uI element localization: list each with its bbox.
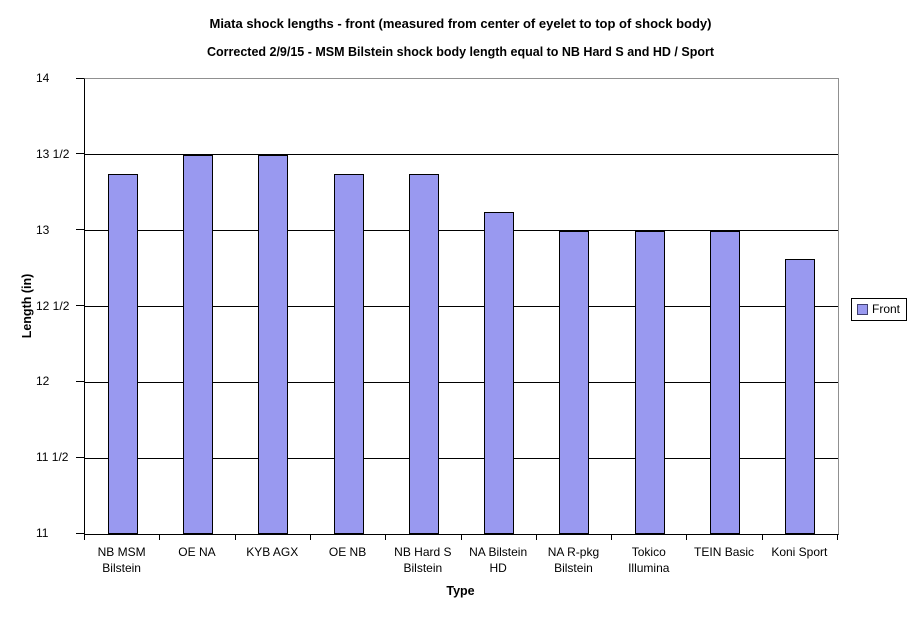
- y-tick-label: 14: [36, 71, 50, 85]
- bar: [785, 259, 816, 534]
- x-axis-tick: [159, 534, 161, 540]
- bar: [107, 173, 138, 534]
- y-axis-tick: [76, 153, 84, 155]
- category-label: OE NB: [328, 545, 367, 559]
- y-axis-tick: [76, 532, 84, 534]
- gridline: [85, 457, 838, 459]
- x-axis-tick: [837, 534, 838, 540]
- y-axis-tick: [76, 229, 84, 231]
- category-label: KYB AGX: [246, 545, 299, 559]
- y-axis-title: Length (in): [20, 273, 34, 339]
- x-axis-tick: [761, 534, 763, 540]
- bar: [484, 211, 515, 534]
- plot-area: [84, 78, 839, 535]
- x-axis-tick: [460, 534, 462, 540]
- chart-subtitle: Corrected 2/9/15 - MSM Bilstein shock bo…: [206, 45, 715, 59]
- x-axis-tick: [84, 534, 85, 540]
- legend-swatch-front-icon: [857, 304, 868, 315]
- legend: Front: [851, 298, 908, 321]
- x-axis-tick: [686, 534, 688, 540]
- bar: [634, 230, 665, 534]
- y-axis-tick: [76, 456, 84, 458]
- y-tick-label: 11: [36, 526, 49, 540]
- y-tick-label: 11 1/2: [36, 450, 69, 465]
- chart-title: Miata shock lengths - front (measured fr…: [209, 16, 712, 31]
- bar: [182, 154, 213, 534]
- category-label: NB Hard S Bilstein: [394, 545, 452, 575]
- bar: [710, 230, 741, 534]
- x-axis-title: Type: [446, 584, 475, 598]
- category-label: OE NA: [178, 545, 216, 559]
- gridline: [85, 230, 838, 232]
- y-tick-label: 13 1/2: [36, 146, 70, 161]
- y-axis-tick: [76, 77, 84, 79]
- x-axis-tick: [535, 534, 537, 540]
- category-label: NA Bilstein HD: [469, 545, 528, 575]
- y-tick-label: 13: [36, 222, 50, 237]
- bar: [408, 173, 439, 534]
- y-axis-tick: [76, 305, 84, 306]
- gridline: [85, 306, 838, 307]
- bar: [559, 230, 590, 534]
- x-axis-tick: [234, 534, 236, 540]
- legend-label-front: Front: [872, 302, 901, 316]
- gridline: [85, 381, 838, 383]
- y-tick-label: 12: [36, 374, 50, 389]
- category-label: Tokico Illumina: [628, 545, 670, 575]
- y-axis-tick: [76, 380, 84, 382]
- x-axis-tick: [309, 534, 311, 540]
- y-tick-label: 12 1/2: [36, 298, 70, 313]
- category-label: Koni Sport: [771, 545, 828, 559]
- x-axis-tick: [611, 534, 613, 540]
- category-label: NB MSM Bilstein: [97, 545, 146, 575]
- category-label: NA R-pkg Bilstein: [547, 545, 600, 575]
- x-axis-tick: [385, 534, 387, 540]
- category-label: TEIN Basic: [694, 545, 755, 559]
- bar: [258, 154, 289, 534]
- gridline: [85, 154, 838, 156]
- bar: [333, 173, 364, 534]
